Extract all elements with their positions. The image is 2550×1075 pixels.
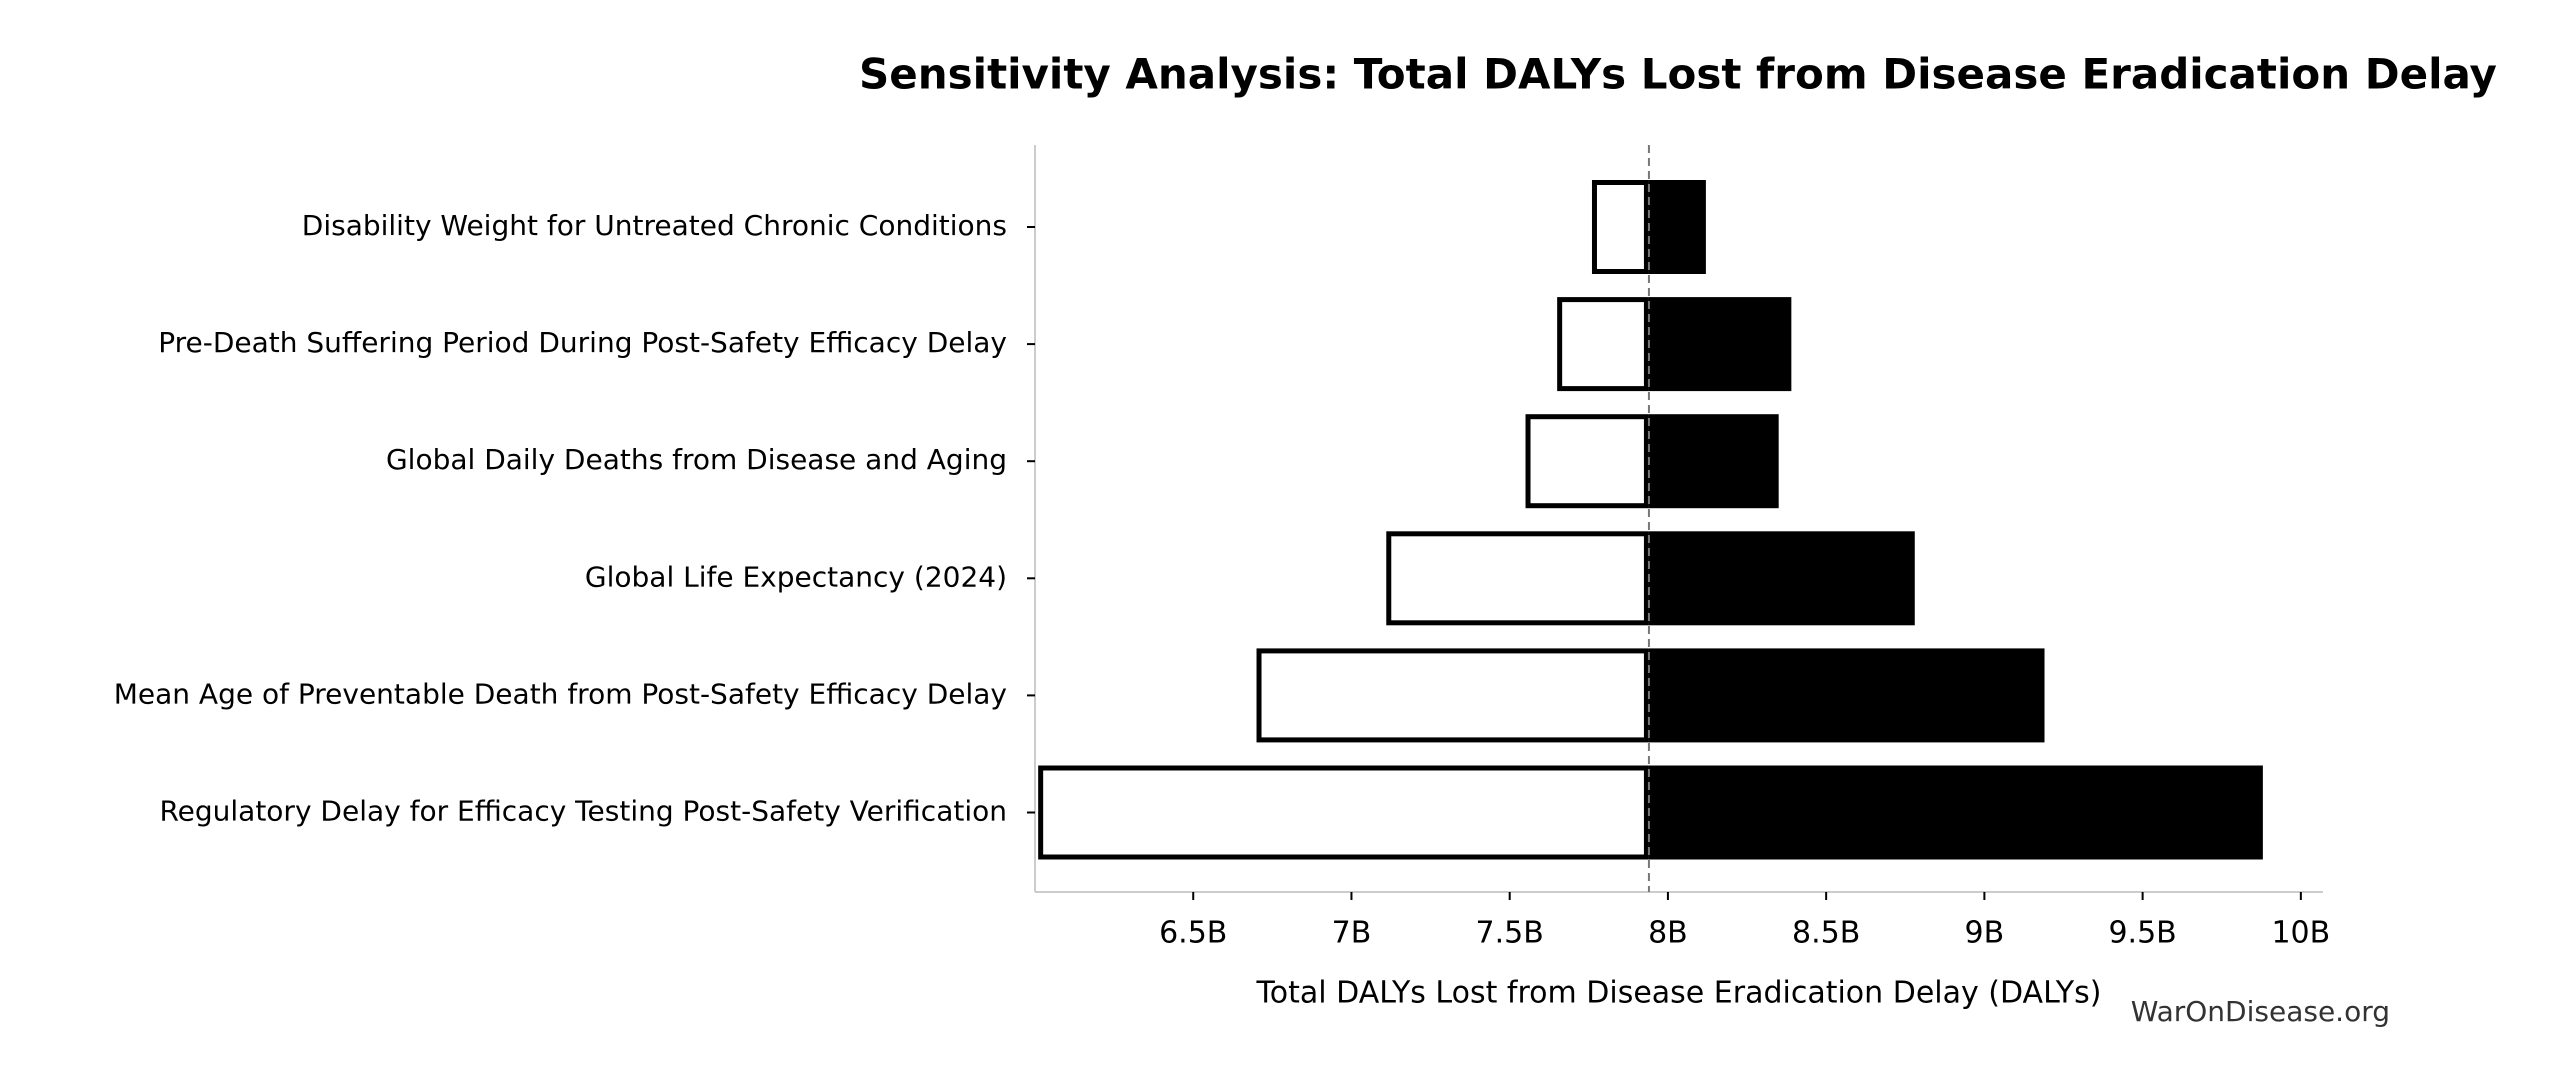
bar <box>1648 765 2263 860</box>
bar <box>1525 414 1649 509</box>
bar <box>1648 414 1779 509</box>
bar <box>1386 531 1649 626</box>
watermark: WarOnDisease.org <box>2131 995 2390 1028</box>
bar <box>1648 648 2045 743</box>
bar <box>1648 180 1706 274</box>
y-tick-label: Disability Weight for Untreated Chronic … <box>302 209 1007 242</box>
x-tick-label: 7.5B <box>1476 916 1544 951</box>
x-tick-label: 8B <box>1648 916 1688 951</box>
x-tick-label: 9.5B <box>2108 916 2176 951</box>
y-tick-label: Pre-Death Suffering Period During Post-S… <box>158 326 1007 359</box>
bar <box>1038 765 1649 860</box>
bar <box>1256 648 1649 743</box>
x-tick-label: 10B <box>2271 916 2330 951</box>
x-axis-label: Total DALYs Lost from Disease Eradicatio… <box>1256 976 2102 1011</box>
bar <box>1557 297 1649 392</box>
y-tick-label: Regulatory Delay for Efficacy Testing Po… <box>159 795 1007 828</box>
bar <box>1648 297 1792 392</box>
bar <box>1591 180 1649 274</box>
x-tick-label: 9B <box>1965 916 2005 951</box>
y-tick-label: Mean Age of Preventable Death from Post-… <box>114 677 1007 710</box>
y-tick-label: Global Daily Deaths from Disease and Agi… <box>386 443 1007 476</box>
chart-title: Sensitivity Analysis: Total DALYs Lost f… <box>859 50 2497 99</box>
bar <box>1648 531 1915 626</box>
x-tick-label: 7B <box>1332 916 1372 951</box>
y-tick-label: Global Life Expectancy (2024) <box>585 560 1007 593</box>
x-tick-label: 8.5B <box>1792 916 1860 951</box>
x-tick-label: 6.5B <box>1159 916 1227 951</box>
